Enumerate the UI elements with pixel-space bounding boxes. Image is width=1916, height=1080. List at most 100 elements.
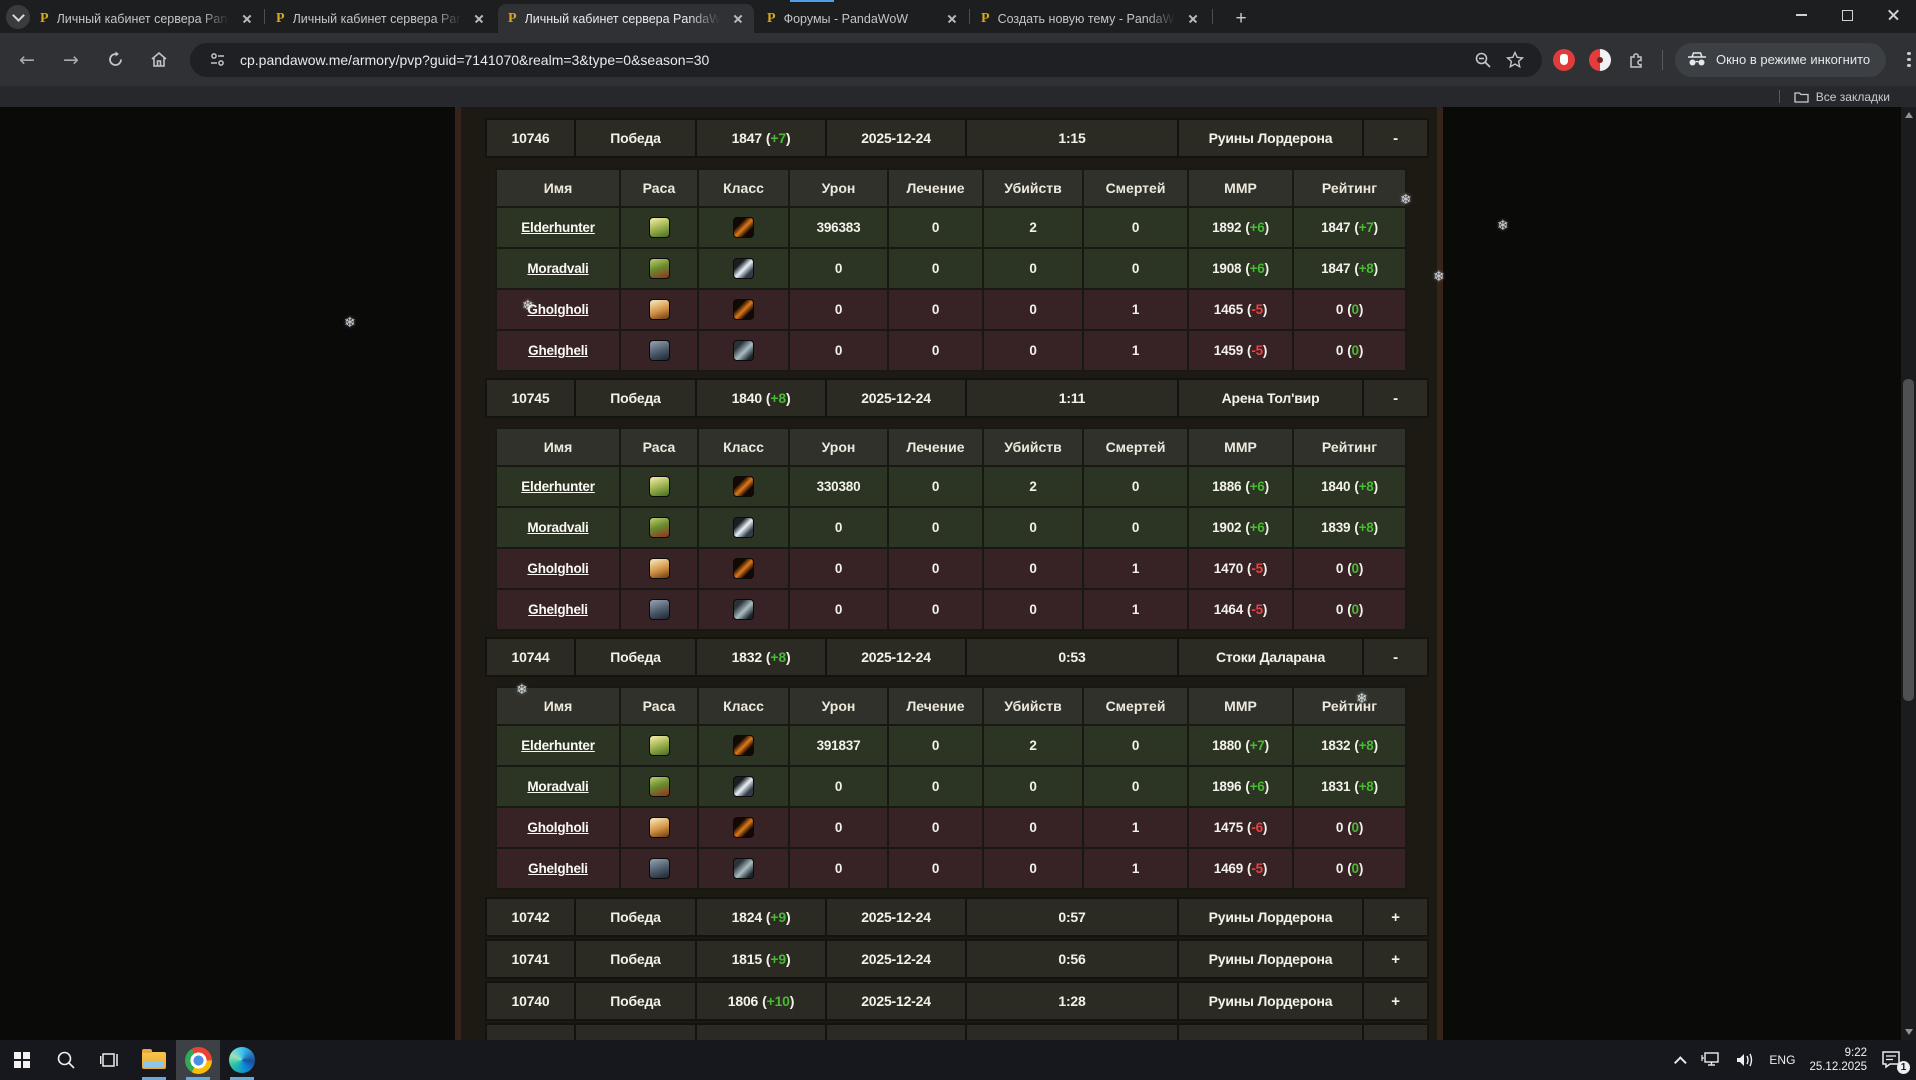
- player-name-link[interactable]: Ghelgheli: [528, 861, 588, 876]
- tab-close-icon[interactable]: [239, 11, 255, 27]
- player-name-cell: Ghelgheli: [497, 590, 619, 629]
- task-view-icon: [100, 1051, 120, 1069]
- tab-forums[interactable]: P Форумы - PandaWoW: [757, 4, 968, 33]
- forward-button[interactable]: →: [54, 43, 88, 77]
- tab-new-topic[interactable]: P Создать новую тему - PandaWoW: [971, 4, 1209, 33]
- col-header-name: Имя: [497, 429, 619, 465]
- volume-tray-button[interactable]: [1728, 1040, 1762, 1080]
- maximize-button[interactable]: [1824, 0, 1870, 30]
- edge-taskbar-button[interactable]: [220, 1040, 264, 1080]
- tab-close-icon[interactable]: [1185, 11, 1201, 27]
- tab-armory-1[interactable]: P Личный кабинет сервера PandaWoW: [30, 4, 263, 33]
- match-toggle-button[interactable]: -: [1364, 380, 1427, 416]
- match-toggle-button[interactable]: +: [1364, 899, 1427, 935]
- tab-armory-2[interactable]: P Личный кабинет сервера PandaWoW: [266, 4, 495, 33]
- scrollbar-thumb[interactable]: [1903, 379, 1914, 701]
- adblock-extension-icon[interactable]: [1550, 46, 1578, 74]
- player-name-cell: Gholgholi: [497, 290, 619, 329]
- match-detail-table: Имя Раса Класс Урон Лечение Убийств Смер…: [495, 686, 1407, 890]
- player-name-link[interactable]: Gholgholi: [527, 561, 588, 576]
- start-button[interactable]: [0, 1040, 44, 1080]
- bookmark-star-icon[interactable]: [1502, 47, 1528, 73]
- player-deaths: 1: [1084, 808, 1187, 847]
- player-name-link[interactable]: Moradvali: [527, 261, 588, 276]
- match-map: Руины Лордерона: [1179, 983, 1362, 1019]
- network-tray-button[interactable]: [1694, 1040, 1728, 1080]
- scroll-down-arrow[interactable]: [1905, 1029, 1913, 1035]
- tab-close-icon[interactable]: [730, 11, 746, 27]
- home-button[interactable]: [142, 43, 176, 77]
- match-toggle-button[interactable]: -: [1364, 639, 1427, 675]
- file-explorer-button[interactable]: [132, 1040, 176, 1080]
- player-kills: 0: [984, 549, 1082, 588]
- page-scrollbar[interactable]: [1901, 107, 1916, 1040]
- task-view-button[interactable]: [88, 1040, 132, 1080]
- match-duration: 0:53: [967, 639, 1177, 675]
- player-name-link[interactable]: Gholgholi: [527, 302, 588, 317]
- taskbar-search-button[interactable]: [44, 1040, 88, 1080]
- player-name-link[interactable]: Ghelgheli: [528, 602, 588, 617]
- zoom-out-icon[interactable]: [1470, 47, 1496, 73]
- chrome-taskbar-button[interactable]: [176, 1040, 220, 1080]
- player-race-cell: [621, 590, 697, 629]
- player-deaths: 0: [1084, 249, 1187, 288]
- incognito-label: Окно в режиме инкогнито: [1716, 52, 1870, 67]
- match-rating: 1847(+7): [697, 120, 825, 156]
- minimize-button[interactable]: [1778, 0, 1824, 30]
- player-name-link[interactable]: Ghelgheli: [528, 343, 588, 358]
- close-button[interactable]: [1870, 0, 1916, 30]
- bookmarks-separator: [1779, 90, 1780, 103]
- match-duration: 1:11: [967, 380, 1177, 416]
- match-toggle-button[interactable]: +: [1364, 983, 1427, 1019]
- adguard-extension-icon[interactable]: [1586, 46, 1614, 74]
- chrome-icon: [185, 1047, 212, 1074]
- back-button[interactable]: ←: [10, 43, 44, 77]
- site-settings-icon[interactable]: [204, 47, 230, 73]
- player-name-link[interactable]: Elderhunter: [521, 220, 595, 235]
- reload-button[interactable]: [98, 43, 132, 77]
- col-header-class: Класс: [699, 170, 788, 206]
- match-toggle-button[interactable]: +: [1364, 941, 1427, 977]
- tab-close-icon[interactable]: [471, 11, 487, 27]
- class-icon: [733, 599, 754, 620]
- match-toggle-button[interactable]: -: [1364, 120, 1427, 156]
- player-race-cell: [621, 467, 697, 506]
- player-name-link[interactable]: Elderhunter: [521, 479, 595, 494]
- match-id: 10742: [487, 899, 574, 935]
- player-damage: 0: [790, 590, 887, 629]
- col-header-kills: Убийств: [984, 429, 1082, 465]
- class-icon: [733, 299, 754, 320]
- player-name-link[interactable]: Gholgholi: [527, 820, 588, 835]
- match-map: Руины Лордерона: [1179, 120, 1362, 156]
- new-tab-button[interactable]: +: [1228, 6, 1254, 32]
- player-name-link[interactable]: Moradvali: [527, 520, 588, 535]
- tab-loading-indicator: [790, 0, 834, 2]
- address-bar[interactable]: cp.pandawow.me/armory/pvp?guid=7141070&r…: [190, 43, 1542, 77]
- player-kills: 2: [984, 726, 1082, 765]
- snowflake-icon: [1433, 268, 1445, 285]
- all-bookmarks-button[interactable]: Все закладки: [1794, 90, 1890, 104]
- ethernet-icon: [1701, 1052, 1721, 1068]
- armory-content-column: 10746 Победа 1847(+7) 2025-12-24 1:15 Ру…: [455, 107, 1443, 1040]
- player-name-link[interactable]: Elderhunter: [521, 738, 595, 753]
- taskbar-clock[interactable]: 9:2225.12.2025: [1802, 1040, 1874, 1080]
- player-rating: 0(0): [1294, 849, 1405, 888]
- scroll-up-arrow[interactable]: [1905, 112, 1913, 118]
- tray-overflow-button[interactable]: [1671, 1040, 1694, 1080]
- tab-armory-active[interactable]: P Личный кабинет сервера PandaWoW: [498, 4, 754, 33]
- race-icon: [649, 858, 670, 879]
- language-indicator[interactable]: ENG: [1762, 1040, 1802, 1080]
- col-header-mmr: ММР: [1189, 170, 1292, 206]
- clock-time: 9:22: [1809, 1046, 1867, 1060]
- tab-close-icon[interactable]: [944, 11, 960, 27]
- browser-menu-icon[interactable]: [1896, 48, 1916, 72]
- player-name-link[interactable]: Moradvali: [527, 779, 588, 794]
- extensions-puzzle-icon[interactable]: [1622, 46, 1650, 74]
- player-rating: 0(0): [1294, 590, 1405, 629]
- match-result: Победа: [576, 639, 695, 675]
- tab-search-button[interactable]: [6, 5, 30, 29]
- action-center-button[interactable]: 1: [1874, 1040, 1910, 1080]
- class-icon: [733, 735, 754, 756]
- url-text[interactable]: cp.pandawow.me/armory/pvp?guid=7141070&r…: [240, 52, 709, 68]
- player-class-cell: [699, 290, 788, 329]
